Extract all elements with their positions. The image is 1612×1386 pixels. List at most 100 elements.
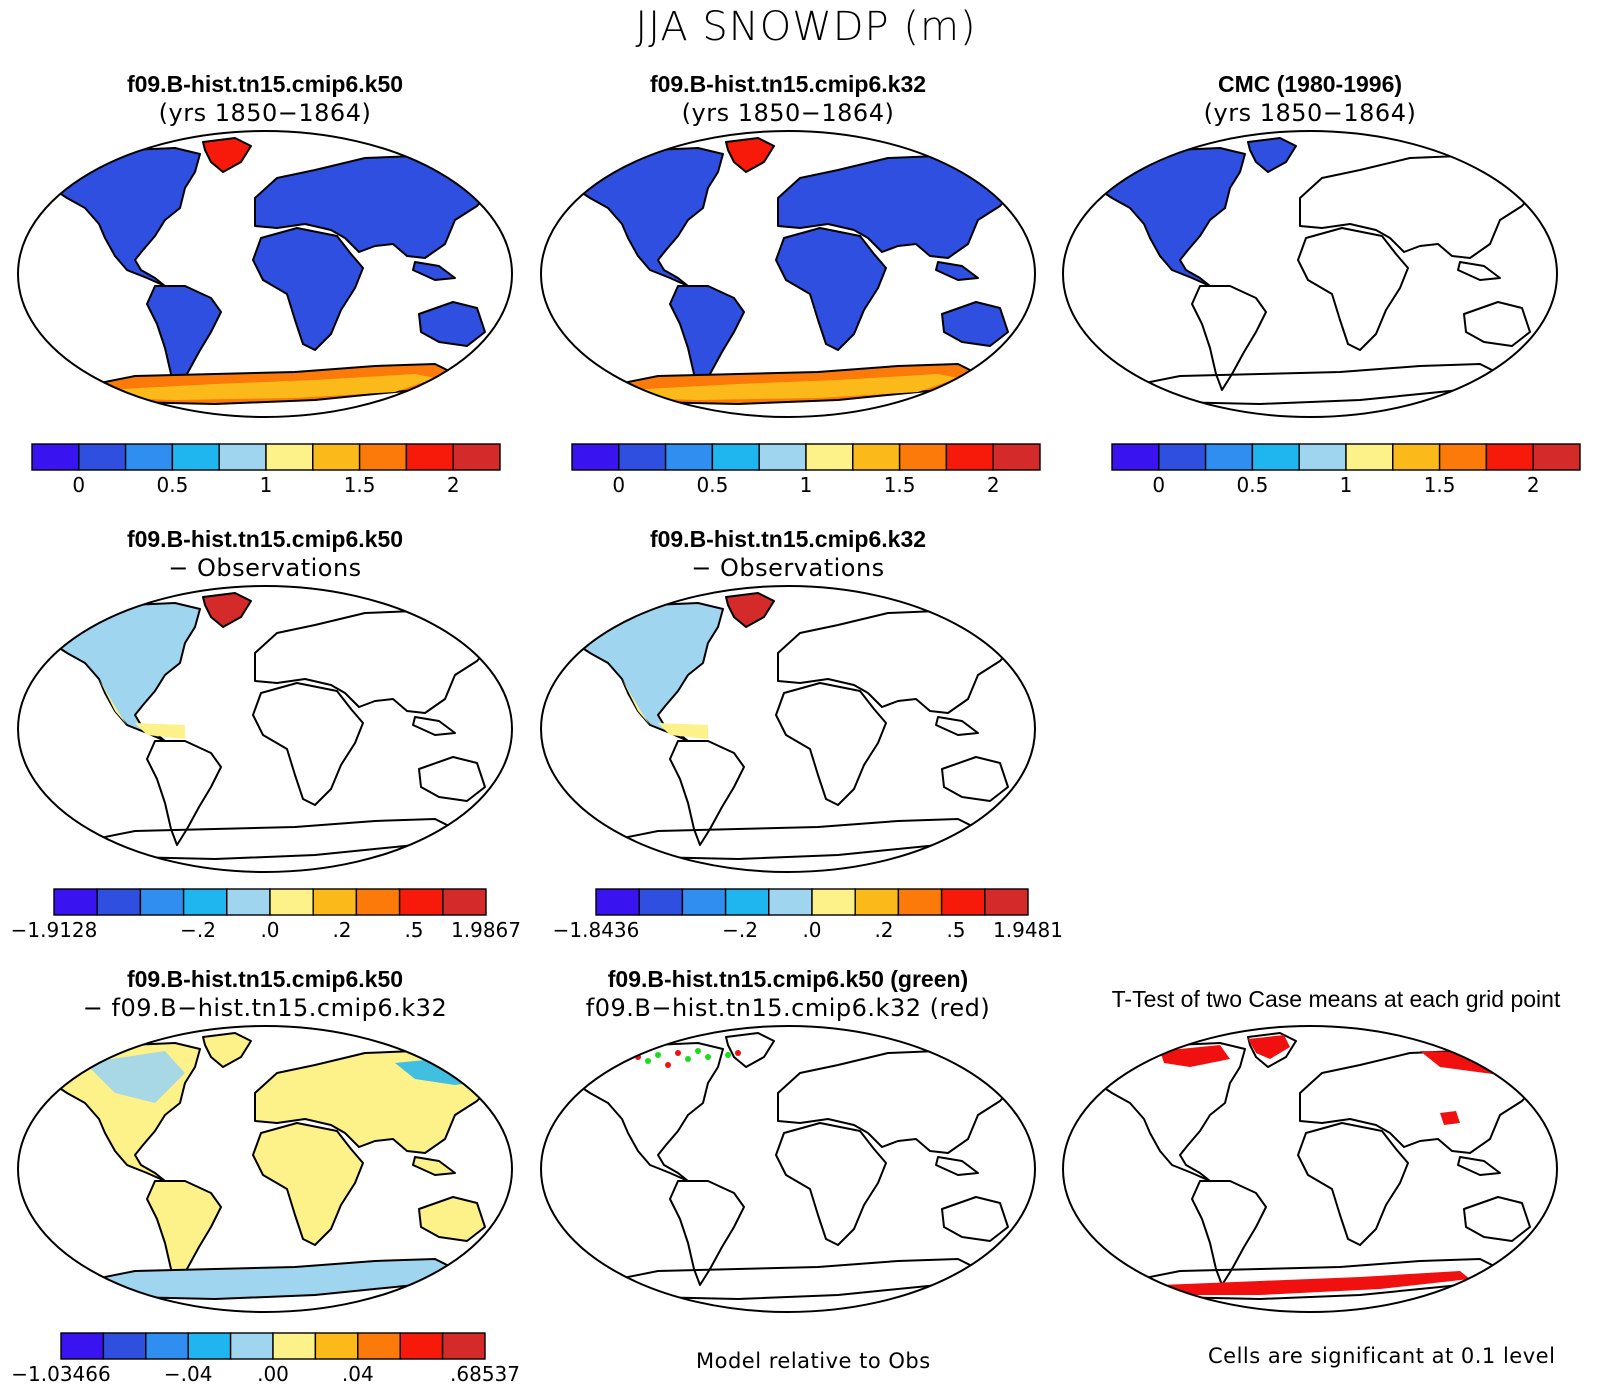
colorbar-box bbox=[171, 443, 220, 471]
continent-greenland bbox=[1247, 137, 1297, 173]
colorbar-box bbox=[638, 888, 684, 916]
continent-greenland bbox=[725, 592, 775, 628]
colorbar-boxes bbox=[31, 443, 501, 471]
colorbar-tick-label: 1.9867 bbox=[451, 918, 521, 942]
panel-title-line1: T-Test of two Case means at each grid po… bbox=[1111, 986, 1561, 1012]
world-map bbox=[1060, 128, 1560, 420]
continent-greenland bbox=[725, 1032, 775, 1068]
footnote-relative: Model relative to Obs bbox=[696, 1349, 931, 1373]
continent-north-america bbox=[54, 147, 201, 287]
colorbar-box bbox=[681, 888, 727, 916]
colorbar-box bbox=[226, 888, 271, 916]
colorbar-box bbox=[664, 443, 714, 471]
colorbar-box bbox=[1204, 443, 1254, 471]
colorbar-box bbox=[854, 888, 900, 916]
significance-marker bbox=[725, 1052, 731, 1058]
colorbar-boxes bbox=[53, 888, 487, 916]
continent-australia bbox=[941, 756, 1009, 802]
continent-indo-asia bbox=[412, 261, 456, 281]
panel-ttest: T-Test of two Case means at each grid po… bbox=[1060, 965, 1612, 1315]
continent-eurasia bbox=[254, 155, 494, 259]
world-map bbox=[538, 128, 1038, 420]
colorbar-box bbox=[1251, 443, 1300, 471]
colorbar-box bbox=[897, 888, 943, 916]
colorbar-box bbox=[442, 888, 487, 916]
continent-north-america bbox=[1099, 1042, 1246, 1182]
colorbar-box bbox=[724, 888, 770, 916]
colorbar-tick-label: 1 bbox=[1339, 473, 1353, 497]
continent-africa bbox=[775, 682, 887, 806]
continent-eurasia bbox=[777, 155, 1017, 259]
continent-indo-asia bbox=[935, 1156, 979, 1176]
panel-title-line1: f09.B-hist.tn15.cmip6.k50 (green) bbox=[607, 966, 969, 992]
colorbar-boxes bbox=[571, 443, 1041, 471]
significance-marker bbox=[705, 1054, 711, 1060]
colorbar-box bbox=[399, 1332, 444, 1360]
colorbar-box bbox=[355, 888, 401, 916]
continent-north-america bbox=[577, 602, 724, 742]
map-border bbox=[17, 1025, 513, 1313]
colorbar-box bbox=[811, 888, 856, 916]
colorbar-tick-label: 0 bbox=[1152, 473, 1166, 497]
colorbar-tick-label: 1 bbox=[259, 473, 273, 497]
panel-title-line1: f09.B-hist.tn15.cmip6.k50 bbox=[126, 966, 404, 992]
colorbar-box bbox=[53, 888, 98, 916]
colorbar-tick-label: .68537 bbox=[450, 1362, 520, 1386]
colorbar-tick-label: 0 bbox=[612, 473, 626, 497]
continent-greenland bbox=[202, 592, 252, 628]
colorbar-box bbox=[452, 443, 501, 471]
significance-marker bbox=[665, 1062, 671, 1068]
colorbar-box bbox=[269, 888, 314, 916]
significance-marker bbox=[675, 1050, 681, 1056]
colorbar-box bbox=[852, 443, 901, 471]
colorbar-box bbox=[124, 443, 174, 471]
colorbar-box bbox=[265, 443, 314, 471]
colorbar-box bbox=[1485, 443, 1534, 471]
continent-greenland bbox=[1247, 1032, 1297, 1068]
colorbar-boxes bbox=[595, 888, 1029, 916]
map-canvas bbox=[17, 130, 513, 418]
panel-title-line2: (yrs 1850−1864) bbox=[1203, 99, 1417, 127]
map-border bbox=[1062, 130, 1558, 418]
panel-k32: f09.B-hist.tn15.cmip6.k32 (yrs 1850−1864… bbox=[538, 70, 1038, 420]
colorbar-tick-label: 2 bbox=[986, 473, 1000, 497]
panel-title-line2: (yrs 1850−1864) bbox=[681, 99, 895, 127]
colorbar-tick-label: .0 bbox=[802, 918, 822, 942]
continent-greenland bbox=[725, 137, 775, 173]
continent-indo-asia bbox=[412, 716, 456, 736]
colorbar-box bbox=[898, 443, 948, 471]
colorbar-tick-label: .2 bbox=[332, 918, 352, 942]
colorbar-box bbox=[805, 443, 854, 471]
antarctica-warm-band bbox=[105, 374, 435, 400]
continent-eurasia bbox=[777, 1050, 1017, 1154]
colorbar-tick-label: −.2 bbox=[722, 918, 758, 942]
colorbar-boxes bbox=[60, 1332, 486, 1360]
map-canvas bbox=[1062, 1025, 1558, 1313]
colorbar-k50: 0 0.5 1 1.5 2 bbox=[31, 443, 501, 503]
world-map bbox=[538, 583, 1038, 875]
panel-title-line1: f09.B-hist.tn15.cmip6.k32 bbox=[649, 71, 927, 97]
colorbar-tick-label: 1 bbox=[799, 473, 813, 497]
continent-indo-asia bbox=[935, 261, 979, 281]
colorbar-box bbox=[940, 888, 986, 916]
colorbar-box bbox=[595, 888, 640, 916]
colorbar-tick-label: 2 bbox=[1526, 473, 1540, 497]
panel-title-line1: f09.B-hist.tn15.cmip6.k50 bbox=[126, 526, 404, 552]
continent-africa bbox=[252, 1122, 364, 1246]
colorbar-tick-label: −1.9128 bbox=[10, 918, 98, 942]
map-canvas bbox=[540, 585, 1036, 873]
colorbar-box bbox=[357, 1332, 401, 1360]
colorbar-box bbox=[1158, 443, 1207, 471]
colorbar-box bbox=[60, 1332, 105, 1360]
continent-australia bbox=[941, 1196, 1009, 1242]
colorbar-box bbox=[1111, 443, 1160, 471]
continent-eurasia bbox=[1299, 155, 1539, 259]
colorbar-box bbox=[768, 888, 813, 916]
colorbar-tick-label: 0.5 bbox=[156, 473, 189, 497]
significant-cells bbox=[1160, 1045, 1230, 1067]
continent-eurasia bbox=[777, 610, 1017, 714]
colorbar-box bbox=[187, 1332, 232, 1360]
continent-africa bbox=[252, 227, 364, 351]
continent-africa bbox=[775, 1122, 887, 1246]
colorbar-tick-label: 1.5 bbox=[1423, 473, 1456, 497]
